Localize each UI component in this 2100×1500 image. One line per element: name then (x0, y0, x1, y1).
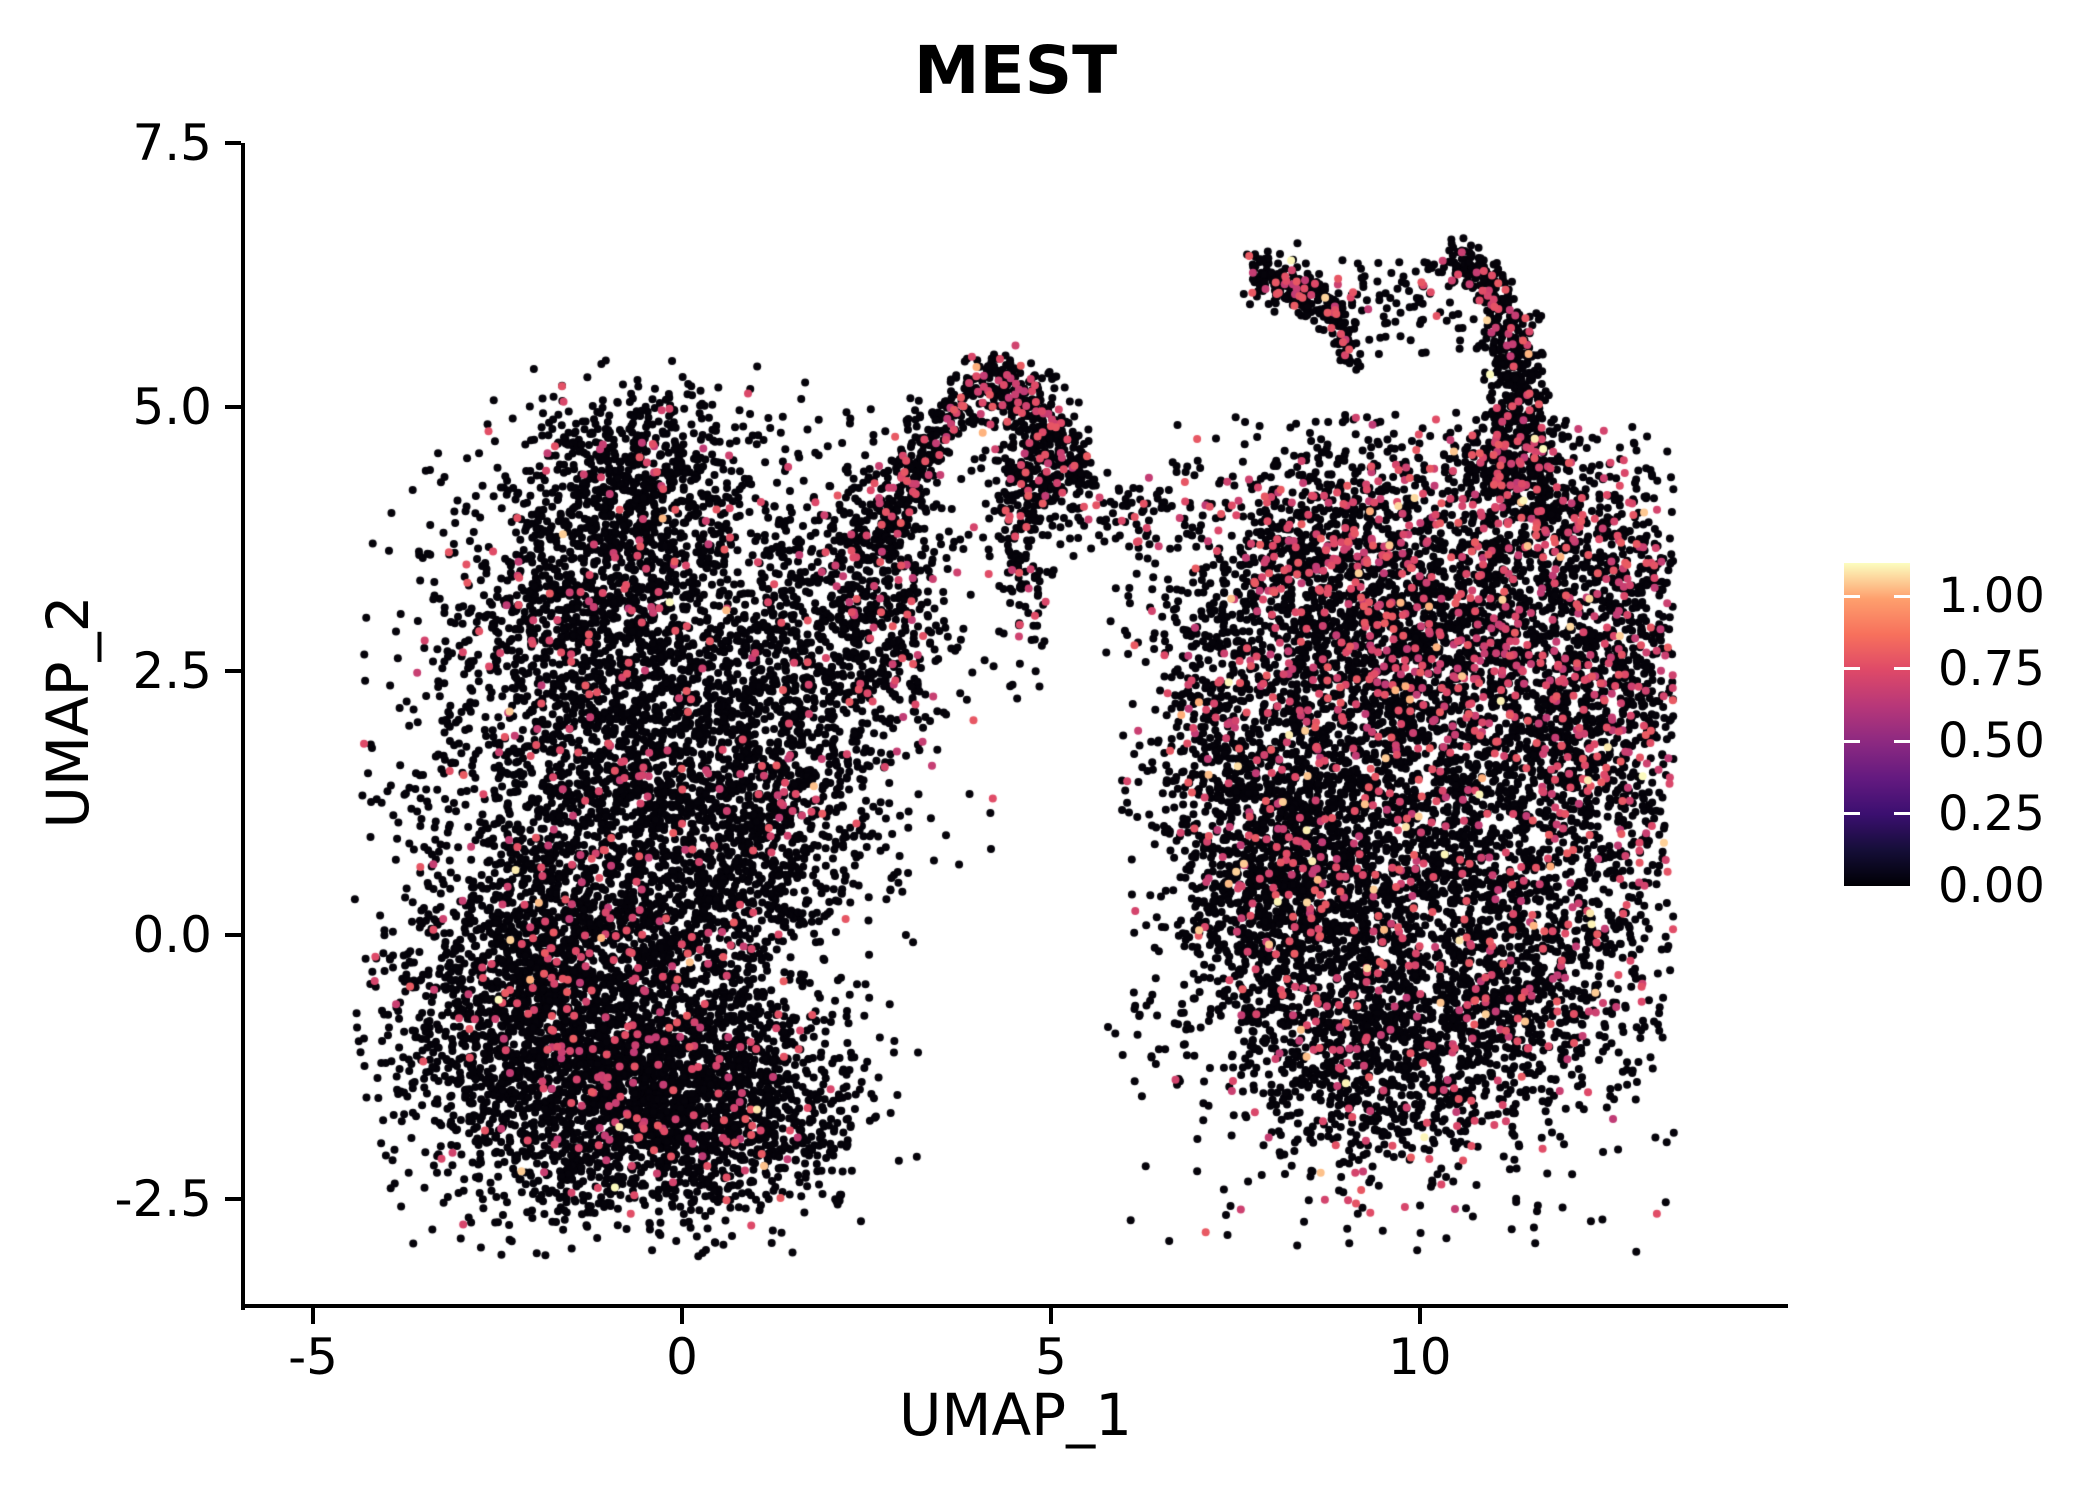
x-axis-label: UMAP_1 (898, 1381, 1133, 1449)
colorbar-tick-mark (1894, 812, 1910, 815)
colorbar-tick-mark (1844, 594, 1860, 598)
y-tick-label: -2.5 (114, 1170, 212, 1229)
x-tick-label: 10 (1388, 1328, 1452, 1386)
y-tick-mark (225, 933, 241, 938)
x-tick-mark (311, 1308, 316, 1324)
x-tick-label: 0 (666, 1328, 698, 1386)
y-tick-mark (225, 141, 241, 145)
y-tick-label: 7.5 (132, 114, 212, 172)
y-tick-mark (225, 405, 241, 409)
colorbar-tick-label: 0.75 (1938, 640, 2045, 697)
colorbar-gradient (1844, 563, 1910, 886)
x-tick-label: 5 (1035, 1328, 1067, 1386)
x-tick-label: -5 (288, 1328, 338, 1386)
y-tick-label: 5.0 (132, 378, 212, 436)
colorbar-tick-mark (1844, 739, 1860, 743)
colorbar-tick-label: 0.00 (1938, 858, 2045, 914)
y-tick-mark (225, 669, 241, 673)
colorbar-tick-mark (1844, 667, 1860, 671)
colorbar-tick-label: 0.50 (1938, 713, 2045, 770)
x-tick-mark (1417, 1308, 1422, 1324)
colorbar-tick-mark (1894, 667, 1910, 671)
colorbar-tick-mark (1894, 739, 1910, 743)
y-axis-label: UMAP_2 (34, 595, 102, 829)
colorbar-tick-mark (1894, 594, 1910, 598)
y-tick-label: 2.5 (132, 642, 212, 700)
y-tick-label: 0.0 (132, 906, 212, 965)
colorbar-tick-label: 1.00 (1938, 568, 2045, 625)
x-axis-line (241, 1304, 1788, 1308)
colorbar-tick-label: 0.25 (1938, 785, 2045, 842)
x-tick-mark (1048, 1308, 1053, 1324)
plot-title: MEST (913, 32, 1118, 109)
colorbar-tick-mark (1844, 812, 1860, 815)
y-tick-mark (225, 1197, 241, 1202)
y-axis-line (241, 143, 245, 1310)
x-tick-mark (680, 1308, 684, 1324)
